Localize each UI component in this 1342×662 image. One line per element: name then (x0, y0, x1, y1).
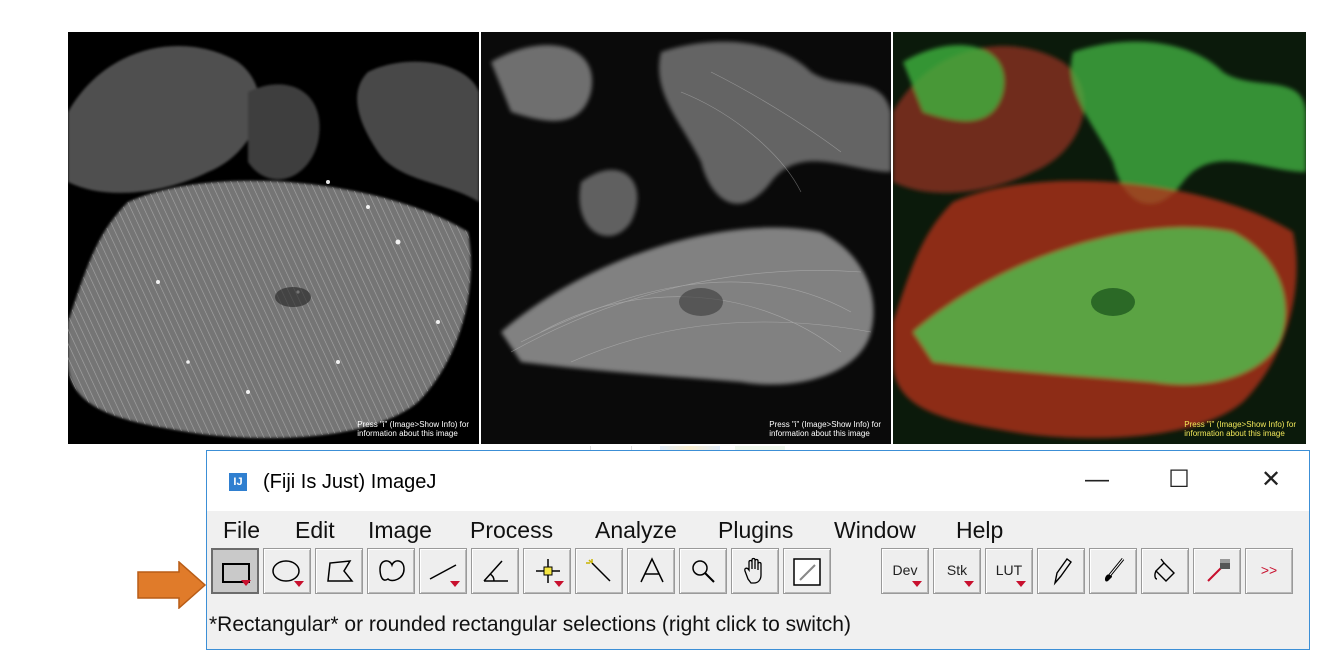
dropdown-indicator-icon (554, 581, 564, 587)
point-icon (536, 559, 560, 583)
dropper-tool-button[interactable] (1193, 548, 1241, 594)
window-title: (Fiji Is Just) ImageJ (263, 471, 437, 493)
paintbrush-icon (1104, 558, 1125, 582)
caption-line-2: information about this image (769, 429, 870, 438)
zoom-icon (692, 560, 715, 583)
image-composite-color: Press "i" (Image>Show Info) for informat… (893, 32, 1306, 444)
lut-tools-button[interactable]: LUT (985, 548, 1033, 594)
hand-icon (744, 557, 762, 584)
status-text: *Rectangular* or rounded rectangular sel… (209, 613, 851, 636)
tubulin-grayscale-image (481, 32, 891, 444)
text-icon (640, 557, 664, 583)
lut-icon: LUT (995, 562, 1023, 578)
angle-tool-button[interactable] (471, 548, 519, 594)
pencil-icon (1053, 558, 1072, 586)
freehand-icon (379, 560, 405, 582)
color-picker-icon (793, 558, 821, 586)
rectangle-icon (222, 563, 250, 583)
dev-tools-button[interactable]: Dev (881, 548, 929, 594)
minimize-button[interactable]: — (1085, 466, 1109, 493)
menu-window[interactable]: Window (834, 517, 916, 543)
more-tools-icon: >> (1260, 562, 1278, 578)
polygon-icon (327, 560, 354, 582)
menu-help[interactable]: Help (956, 517, 1004, 543)
image-info-caption: Press "i" (Image>Show Info) for informat… (769, 420, 881, 438)
freehand-tool-button[interactable] (367, 548, 415, 594)
wand-icon (586, 559, 611, 582)
more-tools-button[interactable]: >> (1245, 548, 1293, 594)
image-info-caption: Press "i" (Image>Show Info) for informat… (1184, 420, 1296, 438)
point-tool-button[interactable] (523, 548, 571, 594)
tool-bar: Dev Stk LUT >> (207, 546, 1309, 598)
paintbrush-tool-button[interactable] (1089, 548, 1137, 594)
wand-tool-button[interactable] (575, 548, 623, 594)
flood-fill-tool-button[interactable] (1141, 548, 1189, 594)
text-tool-button[interactable] (627, 548, 675, 594)
image-info-caption: Press "i" (Image>Show Info) for informat… (357, 420, 469, 438)
caption-line-2: information about this image (357, 429, 458, 438)
zoom-tool-button[interactable] (679, 548, 727, 594)
dev-icon: Dev (892, 562, 918, 578)
pointer-arrow-icon (137, 561, 207, 609)
menu-image[interactable]: Image (368, 517, 432, 543)
fiji-app-icon: IJ (229, 473, 247, 491)
oval-icon (272, 560, 300, 582)
caption-line-2: information about this image (1184, 429, 1285, 438)
status-bar: *Rectangular* or rounded rectangular sel… (207, 598, 1309, 649)
menu-process[interactable]: Process (470, 517, 554, 543)
dropdown-indicator-icon (450, 581, 460, 587)
stk-tools-button[interactable]: Stk (933, 548, 981, 594)
oval-tool-button[interactable] (263, 548, 311, 594)
image-tubulin-grayscale: Press "i" (Image>Show Info) for informat… (481, 32, 891, 444)
menu-bar: File Edit Image Process Analyze Plugins … (207, 511, 1309, 547)
dropper-icon (1207, 559, 1230, 582)
image-actin-grayscale: Press "i" (Image>Show Info) for informat… (68, 32, 479, 444)
menu-plugins[interactable]: Plugins (718, 517, 794, 543)
caption-line-1: Press "i" (Image>Show Info) for (769, 420, 881, 429)
flood-fill-icon (1154, 558, 1175, 582)
title-bar[interactable]: IJ (Fiji Is Just) ImageJ — ☐ ✕ (207, 451, 1309, 511)
line-icon (429, 564, 457, 580)
dropdown-indicator-icon (1016, 581, 1026, 587)
hand-tool-button[interactable] (731, 548, 779, 594)
dropdown-indicator-icon (241, 580, 251, 586)
pencil-tool-button[interactable] (1037, 548, 1085, 594)
dropdown-indicator-icon (294, 581, 304, 587)
imagej-window: IJ (Fiji Is Just) ImageJ — ☐ ✕ File Edit… (206, 450, 1310, 650)
dropdown-indicator-icon (912, 581, 922, 587)
dropdown-indicator-icon (964, 581, 974, 587)
rectangle-tool-button[interactable] (211, 548, 259, 594)
polygon-tool-button[interactable] (315, 548, 363, 594)
color-picker-tool-button[interactable] (783, 548, 831, 594)
menu-edit[interactable]: Edit (295, 517, 335, 543)
composite-color-image (893, 32, 1306, 444)
stk-icon: Stk (946, 562, 968, 578)
actin-grayscale-image (68, 32, 479, 444)
menu-analyze[interactable]: Analyze (595, 517, 677, 543)
angle-icon (483, 560, 508, 582)
close-button[interactable]: ✕ (1260, 466, 1282, 493)
caption-line-1: Press "i" (Image>Show Info) for (1184, 420, 1296, 429)
menu-file[interactable]: File (223, 517, 261, 543)
line-tool-button[interactable] (419, 548, 467, 594)
caption-line-1: Press "i" (Image>Show Info) for (357, 420, 469, 429)
maximize-button[interactable]: ☐ (1168, 466, 1190, 493)
